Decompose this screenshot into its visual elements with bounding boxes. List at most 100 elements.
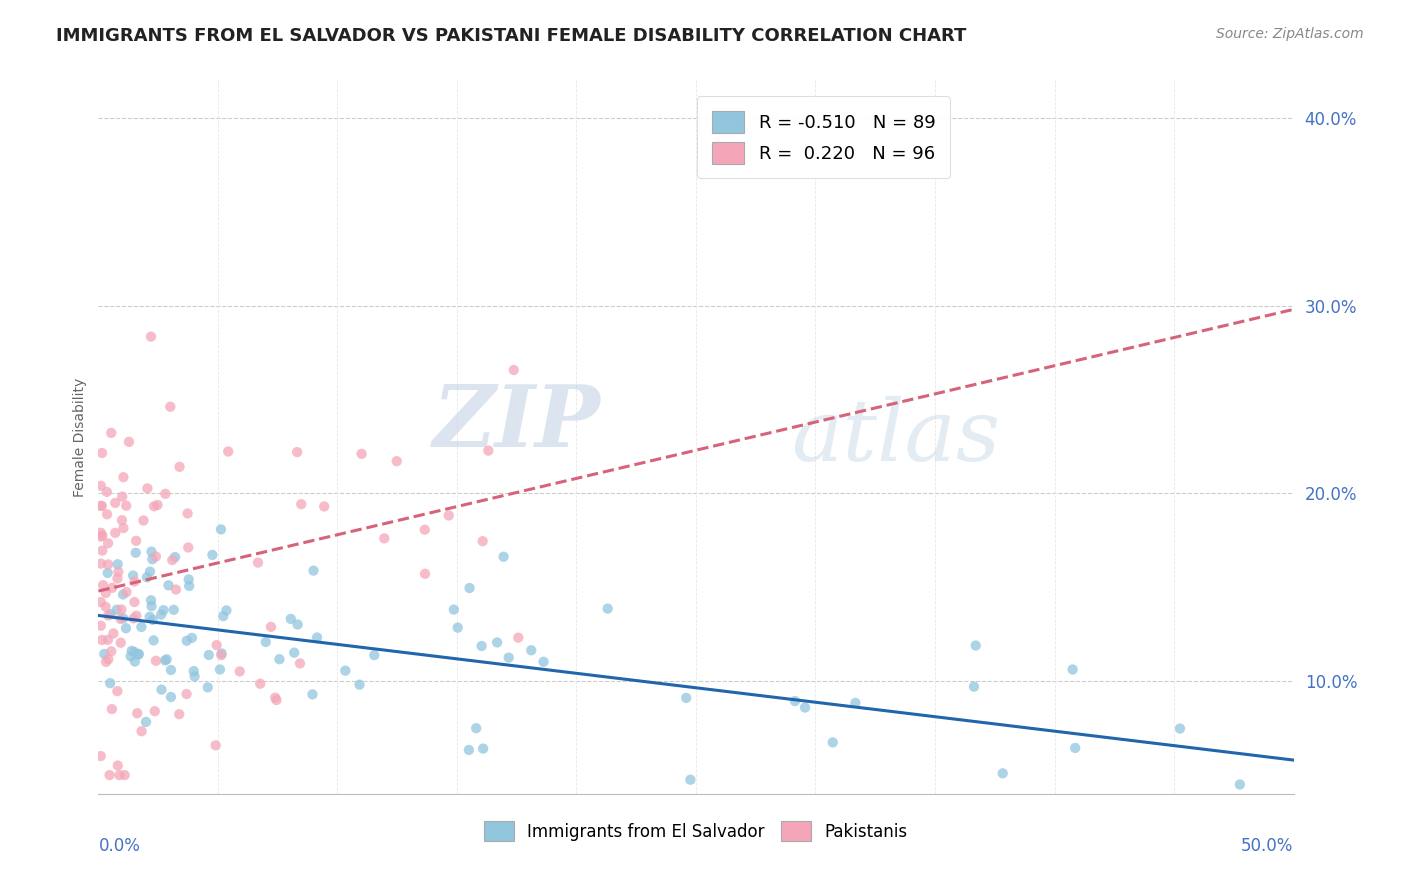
- Point: [110, 602, 132, 616]
- Point: [90, 557, 112, 571]
- Point: [285, 445, 308, 459]
- Point: [97, 536, 120, 550]
- Point: [177, 541, 200, 555]
- Point: [90, 499, 112, 513]
- Point: [302, 564, 325, 578]
- Point: [287, 617, 309, 632]
- Point: [1062, 663, 1084, 677]
- Point: [314, 500, 336, 514]
- Point: [783, 694, 806, 708]
- Point: [90, 530, 112, 544]
- Point: [90, 618, 112, 632]
- Point: [107, 758, 129, 772]
- Point: [127, 706, 149, 721]
- Point: [115, 499, 138, 513]
- Point: [208, 663, 231, 677]
- Point: [794, 700, 817, 714]
- Point: [131, 724, 153, 739]
- Point: [107, 565, 129, 579]
- Point: [204, 739, 226, 753]
- Point: [201, 548, 224, 562]
- Point: [288, 657, 311, 671]
- Point: [90, 499, 112, 513]
- Point: [124, 655, 146, 669]
- Point: [963, 680, 986, 694]
- Point: [155, 487, 177, 501]
- Point: [1064, 741, 1087, 756]
- Point: [492, 549, 515, 564]
- Point: [118, 434, 141, 449]
- Point: [679, 772, 702, 787]
- Point: [596, 601, 619, 615]
- Point: [205, 638, 228, 652]
- Point: [502, 363, 524, 377]
- Point: [132, 514, 155, 528]
- Text: IMMIGRANTS FROM EL SALVADOR VS PAKISTANI FEMALE DISABILITY CORRELATION CHART: IMMIGRANTS FROM EL SALVADOR VS PAKISTANI…: [56, 27, 966, 45]
- Point: [162, 553, 184, 567]
- Point: [103, 626, 125, 640]
- Point: [508, 631, 530, 645]
- Point: [145, 654, 167, 668]
- Point: [107, 558, 129, 572]
- Point: [991, 766, 1014, 780]
- Point: [100, 425, 122, 440]
- Point: [141, 544, 163, 558]
- Point: [169, 459, 191, 474]
- Point: [447, 621, 470, 635]
- Point: [112, 521, 135, 535]
- Point: [111, 490, 134, 504]
- Point: [97, 558, 120, 572]
- Point: [125, 546, 148, 560]
- Point: [413, 566, 436, 581]
- Point: [98, 768, 121, 782]
- Point: [520, 643, 543, 657]
- Point: [143, 500, 166, 514]
- Point: [176, 633, 198, 648]
- Point: [212, 609, 235, 624]
- Point: [209, 523, 232, 537]
- Point: [90, 749, 112, 764]
- Point: [131, 620, 153, 634]
- Point: [350, 447, 373, 461]
- Point: [260, 620, 283, 634]
- Point: [471, 639, 494, 653]
- Point: [177, 573, 200, 587]
- Point: [94, 599, 117, 614]
- Point: [385, 454, 408, 468]
- Point: [498, 650, 520, 665]
- Point: [471, 534, 494, 549]
- Point: [821, 735, 844, 749]
- Point: [97, 652, 120, 666]
- Point: [183, 669, 205, 683]
- Point: [91, 578, 114, 592]
- Point: [139, 565, 162, 579]
- Point: [167, 707, 190, 722]
- Point: [229, 665, 252, 679]
- Point: [139, 329, 162, 343]
- Point: [160, 690, 183, 704]
- Point: [115, 585, 138, 599]
- Point: [301, 687, 323, 701]
- Point: [90, 525, 112, 540]
- Point: [91, 632, 114, 647]
- Point: [163, 603, 186, 617]
- Point: [183, 664, 205, 678]
- Point: [110, 612, 132, 626]
- Point: [157, 578, 180, 592]
- Point: [160, 663, 183, 677]
- Legend: Immigrants from El Salvador, Pakistanis: Immigrants from El Salvador, Pakistanis: [475, 813, 917, 850]
- Point: [142, 613, 165, 627]
- Point: [114, 768, 136, 782]
- Point: [122, 611, 145, 625]
- Point: [122, 645, 145, 659]
- Point: [283, 646, 305, 660]
- Point: [1229, 777, 1251, 791]
- Point: [176, 507, 198, 521]
- Point: [477, 443, 499, 458]
- Point: [437, 508, 460, 523]
- Point: [121, 644, 143, 658]
- Point: [91, 528, 114, 542]
- Point: [176, 687, 198, 701]
- Point: [105, 602, 128, 616]
- Point: [94, 655, 117, 669]
